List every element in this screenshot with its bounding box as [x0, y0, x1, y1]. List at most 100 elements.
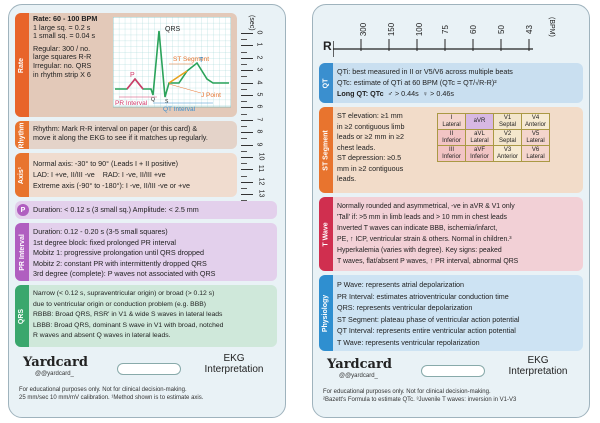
bpm-unit: (BPM) [548, 17, 555, 37]
physiology-section: Physiology P Wave: represents atrial dep… [319, 275, 583, 351]
lead-cell: V2 Septal [493, 129, 522, 146]
ruler-tick-label: 6 [255, 104, 263, 109]
st-depression-3: leads. [337, 174, 357, 183]
ruler-tick [241, 70, 253, 72]
seconds-ruler: (sec) 01234567891011121314 [241, 11, 281, 210]
ruler-minor-tick [241, 150, 247, 152]
ruler-minor-tick [241, 76, 247, 78]
yardcard-handle: @@yardcard_ [35, 371, 74, 377]
bpm-tick-label: 75 [440, 25, 450, 34]
footer-disclaimer: For educational purposes only. Not for c… [19, 387, 187, 393]
t-wave-section: T Wave Normally rounded and asymmetrical… [319, 197, 583, 271]
t-wave-inverted-2: PE, ↑ ICP, ventricular strain & others. … [337, 236, 512, 243]
phys-qrs: QRS: represents ventricular depolarizati… [337, 303, 473, 312]
lead-region: Septal [498, 121, 516, 128]
qtc-definition: QTc: estimate of QTi at 60 BPM (QTc = QT… [337, 78, 497, 87]
large-square: 1 large sq. = 0.2 s [33, 23, 91, 32]
rate-normal: Rate: 60 - 100 BPM [33, 15, 98, 23]
ruler-minor-tick [241, 113, 247, 115]
r-marker: R [323, 39, 332, 53]
regular-rate-2: large squares R-R [33, 53, 92, 62]
p-wave-trace [126, 77, 144, 90]
card-title: EKG Interpretation [497, 355, 579, 377]
st-segment-trace [168, 70, 188, 84]
bpm-tick-label: 43 [524, 25, 534, 34]
ruler-minor-tick [241, 88, 247, 90]
third-degree-block: 3rd degree (complete): P waves not assoc… [33, 269, 216, 278]
st-label: ST Segment [173, 56, 209, 63]
lead-region: Lateral [442, 121, 461, 128]
lead-cell: aVF Inferior [465, 145, 494, 162]
long-qt-female: > 0.46s [430, 89, 454, 98]
t-wave-tab: T Wave [319, 197, 333, 271]
qt-interval-label: QT Interval [163, 106, 196, 113]
phys-pr-interval: PR Interval: estimates atrioventricular … [337, 291, 509, 301]
long-qt-male: > 0.44s [394, 89, 419, 98]
bpm-tick-label: 60 [468, 25, 478, 34]
p-wave-tab: P [17, 204, 29, 216]
lead-region: Lateral [526, 137, 545, 144]
yardcard-handle: @@yardcard_ [339, 373, 378, 379]
lead-region: Lateral [470, 137, 489, 144]
mobitz-2: Mobitz 2: constant PR with intermittentl… [33, 258, 207, 268]
bpm-tick-label: 300 [359, 22, 369, 37]
hyperkalemia: Hyperkalemia (varies with degree). Key s… [337, 247, 502, 254]
ruler-tick-label: 2 [255, 55, 263, 60]
ruler-minor-tick [241, 138, 247, 140]
ruler-minor-tick [241, 163, 247, 165]
pr-interval-label: PR Interval [115, 100, 148, 107]
ekg-card-front: Rate Rate: 60 - 100 BPM 1 large sq. = 0.… [8, 4, 286, 418]
card-slot [117, 363, 181, 375]
lead-name: I [450, 114, 453, 121]
ruler-tick-label: 5 [255, 92, 263, 97]
lead-cell: V4 Anterior [521, 113, 550, 130]
ruler-tick-label: 4 [255, 80, 263, 85]
ruler-minor-tick [241, 101, 247, 103]
t-wave-inverted: Inverted T waves can indicate BBB, ische… [337, 225, 498, 232]
ruler-tick-label: 1 [255, 42, 263, 47]
p-wave-section: P Duration: < 0.12 s (3 small sq.) Ampli… [15, 201, 277, 219]
t-wave-tall: 'Tall' if: >5 mm in limb leads and > 10 … [337, 214, 507, 221]
irregular-rate: Irregular: no. QRS [33, 61, 92, 70]
ruler-minor-tick [241, 200, 247, 202]
st-segment-section: ST Segment ST elevation: ≥1 mm in ≥2 con… [319, 107, 583, 193]
phys-p-wave: P Wave: represents atrial depolarization [337, 280, 465, 289]
lead-name: II [449, 130, 454, 137]
qrs-section: QRS Narrow (< 0.12 s, supraventricular o… [15, 285, 277, 347]
p-wave-duration: Duration: < 0.12 s (3 small sq.) Amplitu… [33, 206, 199, 214]
normal-axis: Normal axis: -30° to 90° (Leads I + II p… [33, 159, 178, 168]
s-label: S [165, 99, 169, 105]
ruler-tick-label: 10 [257, 152, 265, 161]
lead-cell: aVR [465, 113, 494, 130]
lead-name: V4 [531, 114, 540, 121]
rhythm-section: Rhythm Rhythm: Mark R-R interval on pape… [15, 121, 237, 149]
lead-region: Inferior [442, 153, 461, 160]
yardcard-logo: Yardcard [23, 355, 88, 370]
physiology-tab: Physiology [319, 275, 333, 351]
lead-cell: III Inferior [437, 145, 466, 162]
bpm-tick-label: 100 [415, 22, 425, 37]
qrs-label: QRS [165, 26, 181, 33]
p-label: P [130, 72, 135, 79]
ruler-tick [241, 57, 253, 59]
rhythm-tab: Rhythm [15, 121, 29, 149]
ruler-tick [241, 82, 253, 84]
axis-tab: Axis¹ [15, 153, 29, 197]
ruler-tick [241, 45, 253, 47]
qt-tab: QT [319, 63, 333, 103]
long-qt: Long QT: QTc ♂ > 0.44s ♀ > 0.46s [337, 89, 454, 98]
hyperkalemia-2: T waves, flat/absent P waves, ↑ PR inter… [337, 258, 519, 265]
st-elevation-2: in ≥2 contiguous limb [337, 121, 405, 131]
lead-name: III [448, 146, 454, 153]
pr-interval-section: PR Interval Duration: 0.12 - 0.20 s (3-5… [15, 223, 277, 281]
ruler-tick [241, 157, 253, 158]
qrs-narrow-broad: Narrow (< 0.12 s, supraventricular origi… [33, 290, 215, 297]
card-title-interpretation: Interpretation [508, 366, 568, 377]
ekg-waveform-diagram: QRS ST Segment P T Q S PR Interval QT In… [113, 17, 231, 113]
rad-axis: RAD: I -ve, II/III +ve [102, 170, 166, 179]
lead-region: Anterior [524, 121, 546, 128]
ruler-tick [241, 107, 253, 109]
ruler-minor-tick [241, 126, 247, 127]
lead-territory-table: I Lateral aVR V1 Septal V4 Anterior II Inferior a… [437, 113, 550, 162]
ruler-tick-label: 13 [257, 189, 265, 198]
